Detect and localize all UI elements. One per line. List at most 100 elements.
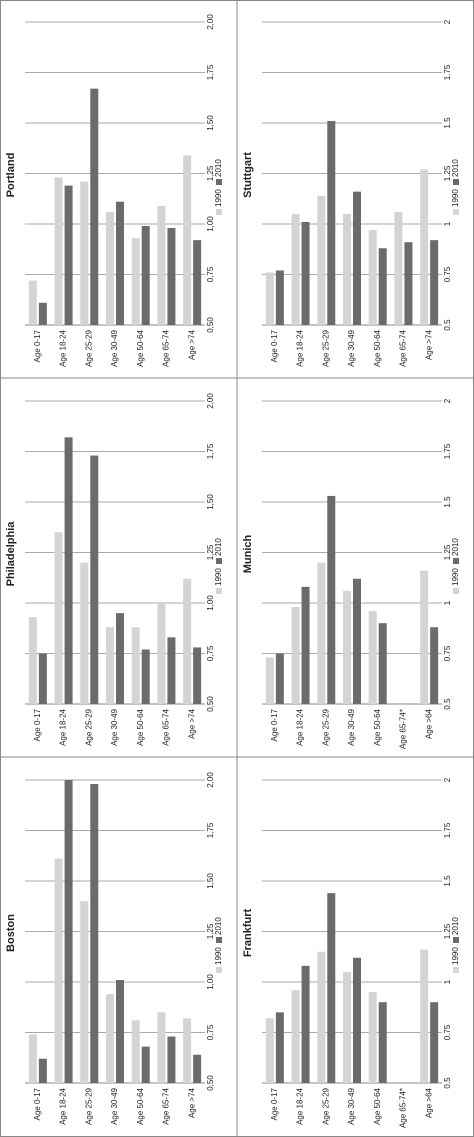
bar (141, 1046, 150, 1083)
bar (301, 221, 310, 325)
y-tick-label: 1,75 (206, 443, 215, 459)
x-tick-label: Age 65-74 (399, 329, 408, 366)
chart-title: Philadelphia (5, 521, 17, 587)
x-tick-label: Age 50-64 (136, 1087, 145, 1124)
x-tick-label: Age 18-24 (59, 708, 68, 745)
legend: 1990 2010 (451, 159, 460, 215)
x-tick-label: Age 65-74 (162, 1087, 171, 1124)
x-tick-label: Age 18-24 (59, 1087, 68, 1124)
x-tick-label: Age 25-29 (84, 329, 93, 366)
bar (327, 120, 336, 325)
x-tick-label: Age 30-49 (347, 329, 356, 366)
bar (430, 1002, 439, 1083)
x-tick-label: Age 65-74* (399, 1088, 408, 1128)
x-tick-label: Age 65-74 (162, 708, 171, 745)
bar (90, 88, 99, 325)
y-tick-label: 1 (443, 221, 452, 226)
x-tick-label: Age 30-49 (347, 708, 356, 745)
y-tick-label: 1,25 (206, 544, 215, 560)
bar (131, 627, 140, 704)
y-tick-label: 1,75 (206, 64, 215, 80)
x-tick-label: Age 0-17 (270, 329, 279, 362)
chart-title: Boston (5, 914, 17, 952)
legend-swatch (453, 209, 459, 215)
bar (28, 280, 37, 325)
bar (106, 211, 114, 325)
bar (157, 603, 166, 704)
bar (80, 901, 89, 1083)
bar (54, 177, 63, 325)
bar (28, 617, 37, 704)
bar (353, 191, 361, 325)
y-tick-label: 0.5 (443, 698, 452, 710)
x-tick-label: Age 50-64 (373, 329, 382, 366)
legend: 1990 2010 (214, 917, 223, 973)
bar (28, 1034, 37, 1083)
chart-title: Portland (5, 153, 17, 198)
bar (368, 230, 377, 325)
x-tick-label: Age 18-24 (59, 329, 68, 366)
legend-swatch (453, 937, 459, 943)
bar (378, 248, 387, 325)
bar (183, 1018, 192, 1083)
x-tick-label: Age 18-24 (296, 1087, 305, 1124)
y-tick-label: 2,00 (206, 772, 215, 788)
y-tick-label: 1,00 (206, 974, 215, 990)
bar (80, 562, 89, 704)
bar (90, 784, 99, 1083)
bar (343, 590, 351, 704)
bar (291, 607, 300, 704)
y-tick-label: 1.5 (443, 875, 452, 887)
bar (327, 495, 336, 704)
y-tick-label: 1,25 (206, 165, 215, 181)
legend-label: 2010 (214, 159, 223, 177)
bar (291, 213, 300, 325)
y-tick-label: 1,25 (206, 923, 215, 939)
legend-swatch (216, 209, 222, 215)
x-tick-label: Age 18-24 (296, 329, 305, 366)
bar (157, 205, 166, 325)
bar (116, 201, 124, 325)
legend-swatch (216, 588, 222, 594)
y-tick-label: 2,00 (206, 14, 215, 30)
y-tick-label: 1.25 (443, 923, 452, 939)
x-tick-label: Age 0-17 (33, 708, 42, 741)
x-tick-label: Age 18-24 (296, 708, 305, 745)
bar (430, 627, 439, 704)
bar (64, 780, 73, 1083)
y-tick-label: 0.75 (443, 1024, 452, 1040)
bar (317, 951, 326, 1083)
x-tick-label: Age >74 (187, 708, 196, 739)
x-tick-label: Age 0-17 (33, 1087, 42, 1120)
legend-label: 2010 (451, 538, 460, 556)
legend-label: 2010 (451, 917, 460, 935)
y-tick-label: 1.75 (443, 443, 452, 459)
bar (317, 562, 326, 704)
bar (157, 1012, 166, 1083)
x-tick-label: Age 30-49 (110, 708, 119, 745)
bar (430, 240, 439, 325)
x-tick-label: Age 25-29 (321, 1087, 330, 1124)
x-tick-label: Age 30-49 (110, 1087, 119, 1124)
bar (54, 858, 63, 1083)
y-tick-label: 2 (443, 398, 452, 403)
bar (275, 1012, 284, 1083)
legend-swatch (216, 967, 222, 973)
bar (141, 226, 150, 325)
y-tick-label: 0.75 (443, 645, 452, 661)
legend-label: 2010 (214, 917, 223, 935)
bar (265, 272, 274, 325)
y-tick-label: 1.25 (443, 544, 452, 560)
bar (38, 302, 47, 325)
bar (301, 965, 310, 1083)
y-tick-label: 1,75 (206, 822, 215, 838)
x-tick-label: Age >74 (187, 329, 196, 360)
y-tick-label: 2 (443, 777, 452, 782)
bar (275, 653, 284, 704)
chart-title: Stuttgart (242, 152, 254, 198)
y-tick-label: 1.25 (443, 165, 452, 181)
bar (54, 532, 63, 704)
bar (90, 455, 99, 704)
